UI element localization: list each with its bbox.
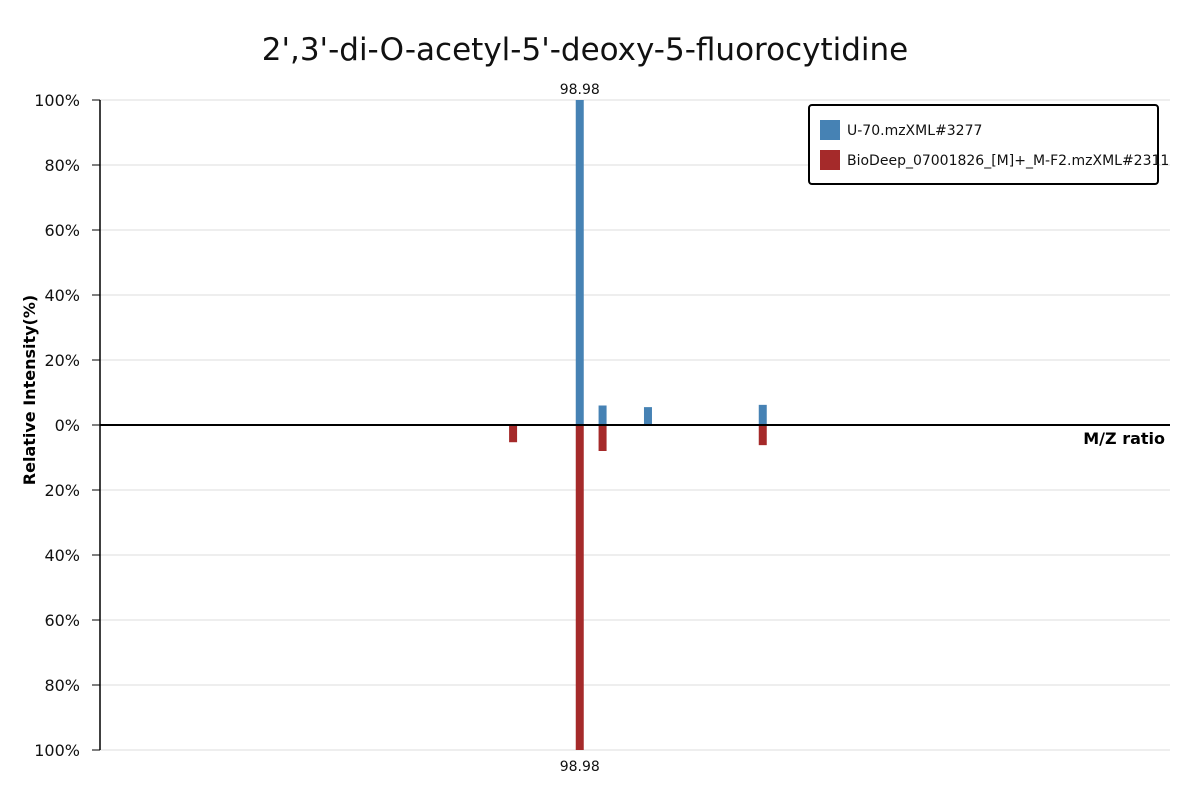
y-tick-label: 60%: [44, 221, 80, 240]
reference-peak-bar: [758, 425, 767, 446]
x-axis-title: M/Z ratio: [1083, 429, 1165, 448]
query-peak-bar: [643, 407, 652, 425]
y-tick-label: 20%: [44, 351, 80, 370]
query-peak-bar: [598, 405, 607, 425]
legend-label: U-70.mzXML#3277: [847, 123, 982, 139]
axes: [92, 100, 1170, 751]
legend-swatch: [820, 120, 840, 140]
query-peak-label: 98.98: [560, 82, 600, 98]
reference-peak-label: 98.98: [560, 759, 600, 775]
query-peak-bar: [758, 404, 767, 425]
y-tick-label: 40%: [44, 286, 80, 305]
y-axis-title: Relative Intensity(%): [20, 295, 39, 485]
y-tick-label: 40%: [44, 546, 80, 565]
y-tick-label: 80%: [44, 156, 80, 175]
reference-peak-bar: [598, 425, 607, 451]
y-tick-label: 60%: [44, 611, 80, 630]
legend-box: [808, 104, 1159, 185]
query-peak-bar: [575, 100, 584, 425]
legend-label: BioDeep_07001826_[M]+_M-F2.mzXML#2311: [847, 153, 1169, 169]
spectrum-bars: [509, 100, 767, 750]
y-tick-label: 0%: [55, 416, 80, 435]
y-tick-label: 100%: [34, 741, 80, 760]
reference-peak-bar: [509, 425, 518, 443]
y-tick-label: 20%: [44, 481, 80, 500]
y-tick-label: 80%: [44, 676, 80, 695]
reference-peak-bar: [575, 425, 584, 750]
chart-title: 2',3'-di-O-acetyl-5'-deoxy-5-fluorocytid…: [262, 32, 909, 68]
peak-labels: 98.98 98.98: [560, 82, 600, 775]
legend: U-70.mzXML#3277 BioDeep_07001826_[M]+_M-F…: [808, 104, 1169, 185]
y-tick-label: 100%: [34, 91, 80, 110]
legend-swatch: [820, 150, 840, 170]
y-tick-labels: 100% 80% 60% 40% 20% 0% 20% 40% 60% 80% 100%: [34, 91, 100, 760]
grid-lines: [100, 99, 1170, 751]
